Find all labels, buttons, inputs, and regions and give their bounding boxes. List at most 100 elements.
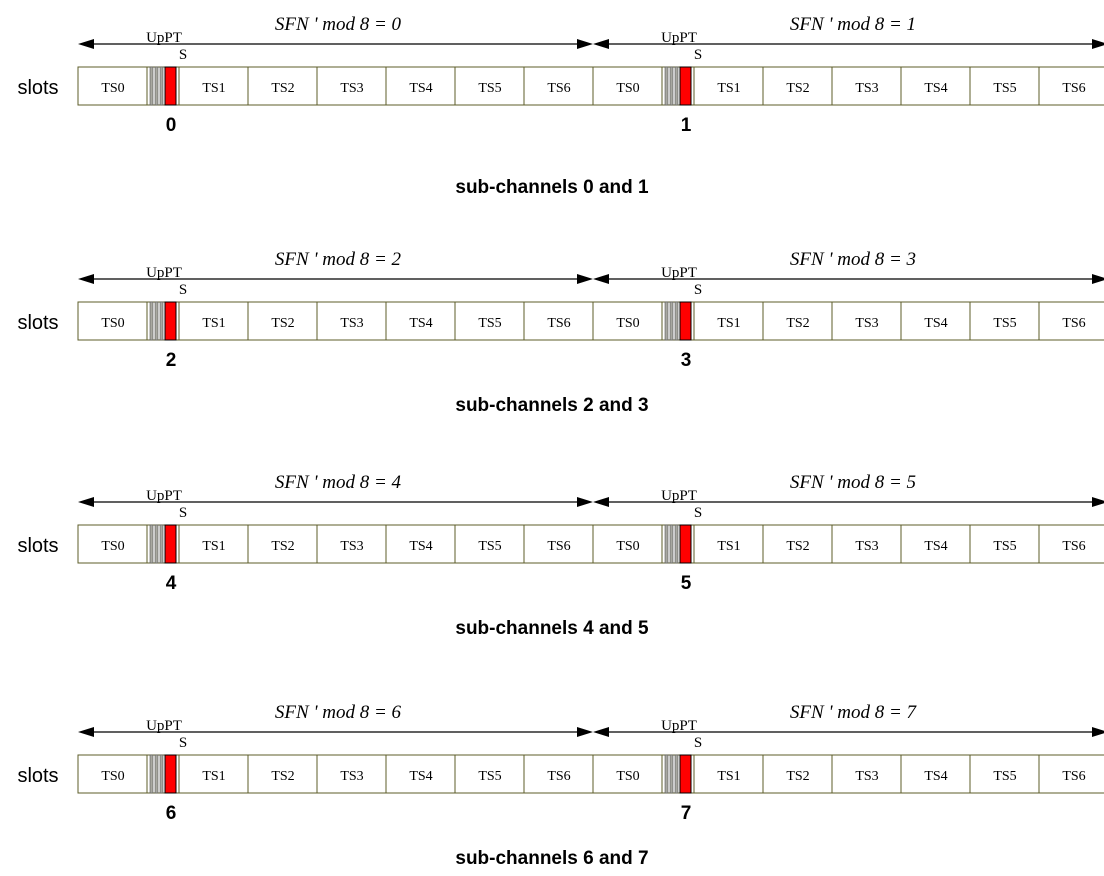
arrowhead-right-icon [1092,497,1104,507]
slot-ts2 [247,754,318,794]
guard-stripe [149,66,154,106]
guard-stripe [674,754,679,794]
guard-stripe [154,301,159,341]
guard-stripe [149,301,154,341]
uppts-slot [164,301,177,341]
subchannel-number: 5 [681,573,692,594]
guard-stripe [664,66,669,106]
arrowhead-right-icon [1092,39,1104,49]
arrowhead-right-icon [577,497,593,507]
subchannel-number: 3 [681,350,692,371]
arrowhead-left-icon [78,497,94,507]
slot-ts3 [316,524,387,564]
slot-ts6 [1038,66,1104,106]
slot-label: TS0 [101,316,124,331]
slot-label: TS6 [1062,81,1085,96]
slot-label: TS0 [616,539,639,554]
uppts-label: UpPT [661,265,697,281]
guard-stripe [669,754,674,794]
slot-label: TS6 [547,316,570,331]
row-label: slots [17,765,58,787]
guard-stripe [154,754,159,794]
slot-ts5 [969,301,1040,341]
uppts-slot [679,66,692,106]
uppts-label: UpPT [661,718,697,734]
slot-label: TS2 [786,539,809,554]
uppts-label-s: S [694,735,702,751]
slot-ts4 [385,301,456,341]
slot-label: TS0 [101,81,124,96]
slot-label: TS5 [478,539,501,554]
slot-ts5 [454,754,525,794]
uppts-slot [679,754,692,794]
slot-label: TS0 [616,316,639,331]
slot-label: TS0 [616,769,639,784]
slot-ts6 [523,301,594,341]
slot-ts5 [969,66,1040,106]
sfn-mod-label: SFN ' mod 8 = 6 [275,702,402,723]
slot-ts4 [385,66,456,106]
slot-label: TS1 [202,81,225,96]
slot-label: TS6 [547,539,570,554]
uppts-slot [679,301,692,341]
slot-ts4 [900,66,971,106]
guard-stripe [159,754,164,794]
slot-ts2 [762,301,833,341]
subchannel-caption: sub-channels 4 and 5 [455,618,649,639]
slot-label: TS1 [202,539,225,554]
slot-ts2 [247,524,318,564]
slot-label: TS2 [786,316,809,331]
slot-label: TS1 [717,769,740,784]
uppts-label-s: S [694,282,702,298]
slot-ts5 [454,524,525,564]
slot-ts4 [900,524,971,564]
slot-label: TS5 [478,81,501,96]
slot-ts1 [693,66,764,106]
sfn-mod-label: SFN ' mod 8 = 5 [790,472,916,493]
subchannel-caption: sub-channels 6 and 7 [455,848,648,869]
slot-ts1 [693,754,764,794]
guard-stripe [154,66,159,106]
subchannel-number: 7 [681,803,692,824]
uppts-label-s: S [179,282,187,298]
slot-ts3 [316,754,387,794]
uppts-label: UpPT [661,30,697,46]
slot-ts0 [592,301,663,341]
guard-stripe [664,754,669,794]
slot-ts3 [831,301,902,341]
slot-label: TS5 [993,539,1016,554]
slot-label: TS6 [547,769,570,784]
slot-label: TS3 [340,81,363,96]
slot-label: TS5 [478,316,501,331]
slot-label: TS6 [1062,769,1085,784]
slot-label: TS4 [409,81,432,96]
slot-ts1 [178,66,249,106]
slot-label: TS5 [478,769,501,784]
slot-label: TS4 [924,316,947,331]
slot-label: TS3 [340,539,363,554]
slot-ts1 [178,524,249,564]
slot-ts1 [693,301,764,341]
guard-stripe [664,301,669,341]
subchannel-caption: sub-channels 2 and 3 [455,395,648,416]
guard-stripe [159,301,164,341]
uppts-slot [164,524,177,564]
uppts-label-s: S [179,735,187,751]
slot-ts2 [762,754,833,794]
slot-label: TS5 [993,316,1016,331]
slot-ts0 [77,754,148,794]
slot-label: TS2 [271,769,294,784]
slot-ts5 [969,754,1040,794]
slot-label: TS2 [786,81,809,96]
arrowhead-right-icon [577,274,593,284]
slot-label: TS3 [855,81,878,96]
slot-ts0 [77,524,148,564]
uppts-label-s: S [179,505,187,521]
